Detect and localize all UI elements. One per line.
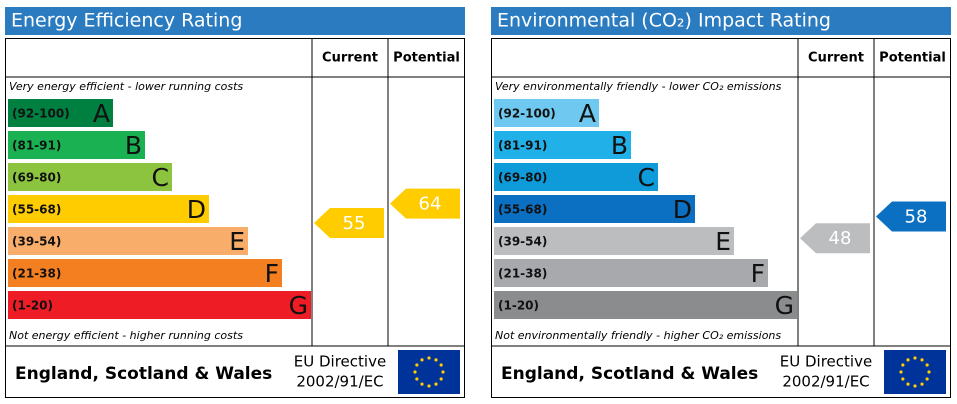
title-bar (491, 7, 951, 35)
band-bar (494, 195, 695, 223)
band-bar (8, 227, 248, 255)
column-header: Current (808, 51, 864, 66)
bottom-note: Not environmentally friendly - higher CO… (495, 329, 781, 342)
band-letter: A (579, 99, 596, 128)
band-range: (69-80) (12, 171, 61, 185)
footer-region: England, Scotland & Wales (15, 364, 272, 384)
band-letter: C (152, 163, 169, 192)
rating-arrow (390, 188, 460, 219)
band-letter: D (673, 195, 692, 224)
band-range: (1-20) (12, 299, 53, 313)
eu-star (925, 363, 929, 367)
eu-star (925, 377, 929, 381)
footer-directive: EU Directive (780, 353, 872, 371)
band-range: (81-91) (498, 139, 547, 153)
band-range: (69-80) (498, 171, 547, 185)
footer-region: England, Scotland & Wales (501, 364, 758, 384)
band-bar (494, 291, 797, 319)
panel-title: Environmental (CO₂) Impact Rating (497, 10, 831, 32)
band-range: (92-100) (12, 107, 70, 121)
eu-star (927, 370, 931, 374)
panel-frame (491, 38, 951, 398)
eu-star (899, 370, 903, 374)
eu-star (906, 358, 910, 362)
band-range: (55-68) (12, 203, 61, 217)
column-header: Current (322, 51, 378, 66)
band-bar (8, 259, 282, 287)
eu-star (413, 370, 417, 374)
eu-star (913, 384, 917, 388)
band-range: (1-20) (498, 299, 539, 313)
eu-star (434, 358, 438, 362)
band-bar (494, 227, 734, 255)
eu-star (434, 382, 438, 386)
band-bar (494, 259, 768, 287)
rating-arrow (800, 223, 870, 254)
eu-star (906, 382, 910, 386)
bottom-note: Not energy efficient - higher running co… (9, 329, 243, 342)
eu-star (427, 384, 431, 388)
eu-star (441, 370, 445, 374)
column-header: Potential (879, 51, 946, 66)
band-letter: A (93, 99, 110, 128)
band-letter: F (265, 259, 279, 288)
eu-star (415, 363, 419, 367)
band-letter: B (125, 131, 142, 160)
band-bar (8, 195, 209, 223)
title-bar (5, 7, 465, 35)
band-bar (494, 99, 599, 127)
band-letter: G (775, 291, 794, 320)
band-bar (494, 163, 658, 191)
band-bar (494, 131, 631, 159)
band-bar (8, 163, 172, 191)
band-letter: B (611, 131, 628, 160)
band-range: (55-68) (498, 203, 547, 217)
band-range: (92-100) (498, 107, 556, 121)
rating-arrow (314, 208, 384, 238)
band-range: (39-54) (12, 235, 61, 249)
eu-star (913, 356, 917, 360)
band-letter: D (187, 195, 206, 224)
band-letter: F (751, 259, 765, 288)
band-bar (8, 131, 145, 159)
eu-star (901, 377, 905, 381)
band-range: (21-38) (498, 267, 547, 281)
band-bar (8, 99, 113, 127)
rating-value: 55 (343, 213, 366, 234)
band-range: (81-91) (12, 139, 61, 153)
eu-star (901, 363, 905, 367)
band-range: (21-38) (12, 267, 61, 281)
rating-value: 64 (419, 194, 442, 215)
eu-star (439, 363, 443, 367)
band-letter: G (289, 291, 308, 320)
rating-value: 58 (905, 207, 928, 228)
eu-star (420, 358, 424, 362)
eu-star (920, 358, 924, 362)
band-bar (8, 291, 311, 319)
band-letter: E (229, 227, 245, 256)
eu-star (427, 356, 431, 360)
column-header: Potential (393, 51, 460, 66)
footer-directive: 2002/91/EC (296, 373, 383, 391)
footer-directive: EU Directive (294, 353, 386, 371)
eu-star (920, 382, 924, 386)
band-range: (39-54) (498, 235, 547, 249)
rating-value: 48 (829, 228, 852, 249)
top-note: Very environmentally friendly - lower CO… (495, 80, 782, 93)
top-note: Very energy efficient - lower running co… (9, 80, 243, 93)
rating-arrow (876, 201, 946, 232)
eu-star (420, 382, 424, 386)
band-letter: E (715, 227, 731, 256)
panel-frame (5, 38, 465, 398)
eu-star (415, 377, 419, 381)
footer-directive: 2002/91/EC (782, 373, 869, 391)
band-letter: C (638, 163, 655, 192)
eu-star (439, 377, 443, 381)
panel-title: Energy Efficiency Rating (11, 10, 242, 32)
